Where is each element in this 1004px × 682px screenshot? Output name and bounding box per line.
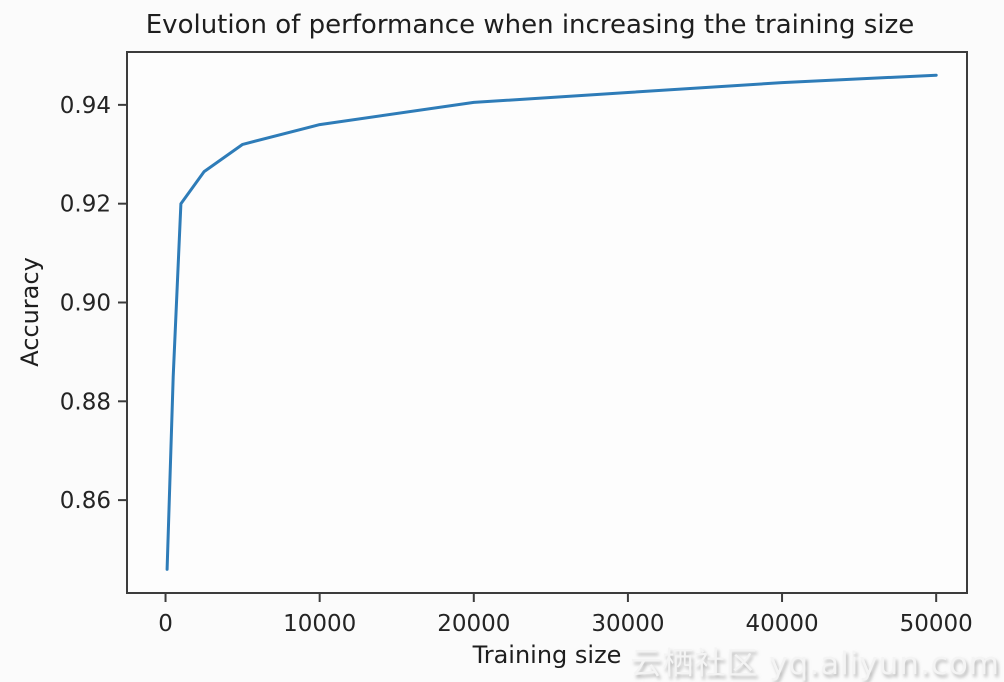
y-tick-label: 0.90 — [60, 290, 111, 316]
x-tick-label: 40000 — [745, 611, 818, 637]
chart-title: Evolution of performance when increasing… — [145, 10, 915, 40]
x-tick-label: 10000 — [283, 611, 356, 637]
x-axis-label: Training size — [472, 641, 622, 669]
y-tick-label: 0.94 — [60, 93, 111, 119]
data-line-accuracy — [165, 73, 938, 571]
x-tick-label: 50000 — [900, 611, 973, 637]
y-tick-label: 0.88 — [60, 389, 111, 415]
y-tick-label: 0.92 — [60, 192, 111, 218]
watermark: 云栖社区 yq.aliyun.com — [630, 646, 1000, 682]
y-tick-label: 0.86 — [60, 488, 111, 514]
x-tick-label: 0 — [158, 611, 173, 637]
plot-area-border — [126, 51, 968, 594]
x-tick-label: 20000 — [437, 611, 510, 637]
y-axis-label: Accuracy — [16, 257, 44, 367]
x-tick-label: 30000 — [591, 611, 664, 637]
